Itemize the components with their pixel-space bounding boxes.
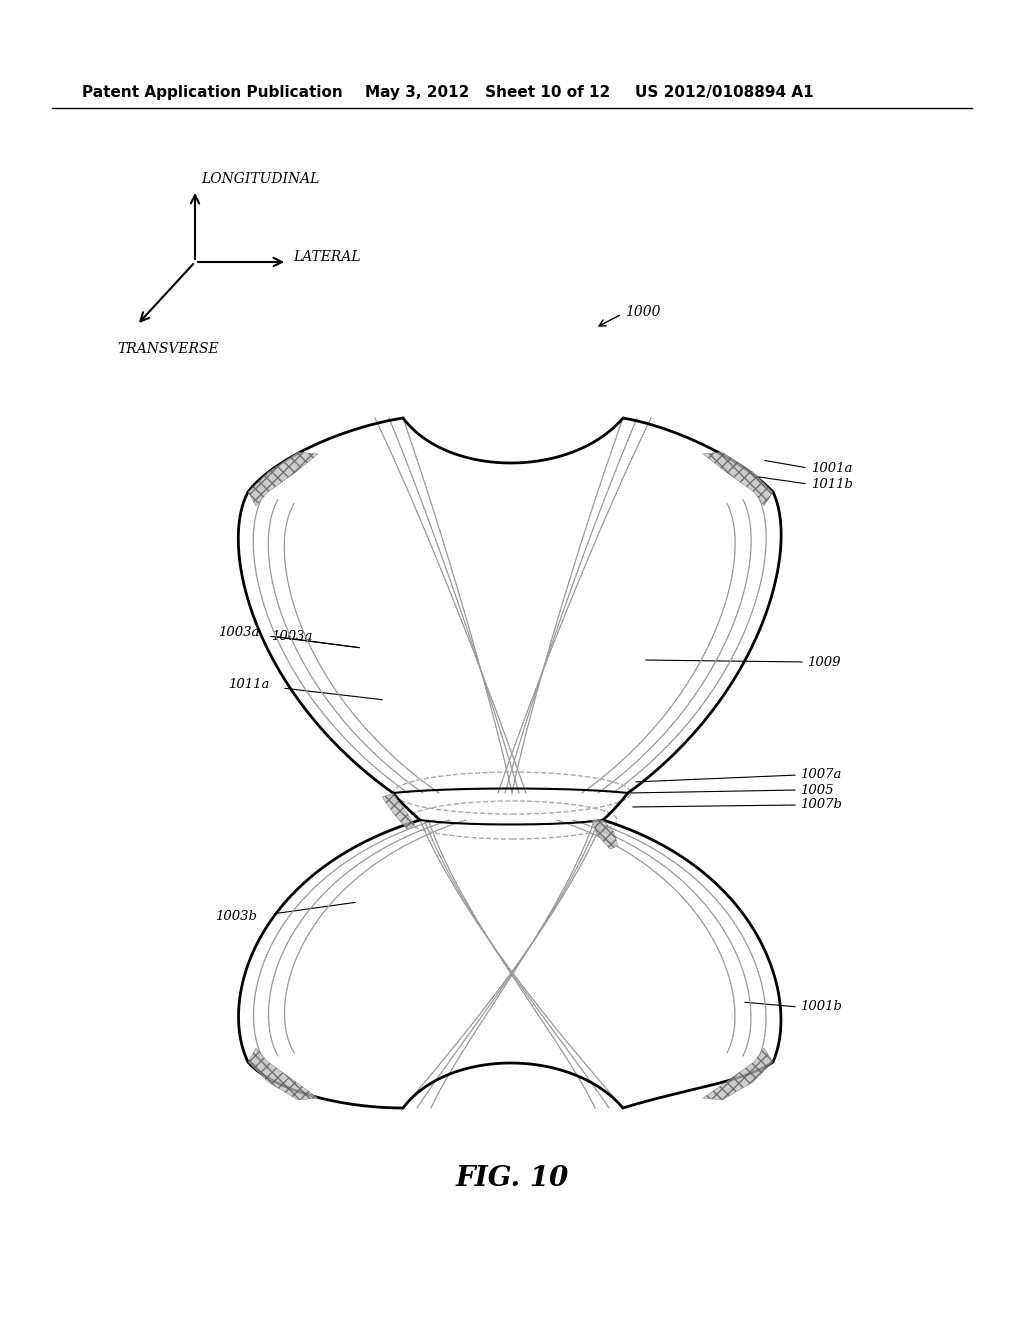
Polygon shape (592, 820, 618, 849)
Text: 1011b: 1011b (811, 478, 853, 491)
Text: LONGITUDINAL: LONGITUDINAL (201, 172, 319, 186)
Text: 1005: 1005 (800, 784, 834, 796)
Text: 1003a: 1003a (218, 627, 259, 639)
Text: LATERAL: LATERAL (293, 249, 360, 264)
Text: 1003b: 1003b (215, 911, 257, 924)
Text: 1000: 1000 (625, 305, 660, 319)
Polygon shape (248, 1048, 318, 1100)
Text: 1009: 1009 (807, 656, 841, 668)
Text: 1001a: 1001a (811, 462, 852, 474)
Text: 1001b: 1001b (800, 1001, 842, 1014)
Polygon shape (703, 451, 773, 506)
Text: Patent Application Publication: Patent Application Publication (82, 84, 343, 100)
Polygon shape (248, 451, 318, 506)
Text: FIG. 10: FIG. 10 (456, 1164, 568, 1192)
Text: US 2012/0108894 A1: US 2012/0108894 A1 (635, 84, 814, 100)
Text: TRANSVERSE: TRANSVERSE (117, 342, 219, 356)
Text: 1007b: 1007b (800, 799, 842, 812)
Text: 1011a: 1011a (228, 678, 269, 692)
Text: May 3, 2012   Sheet 10 of 12: May 3, 2012 Sheet 10 of 12 (365, 84, 610, 100)
Text: 1003a: 1003a (271, 630, 312, 643)
Polygon shape (382, 793, 415, 829)
Text: 1007a: 1007a (800, 768, 842, 781)
Polygon shape (703, 1048, 773, 1100)
